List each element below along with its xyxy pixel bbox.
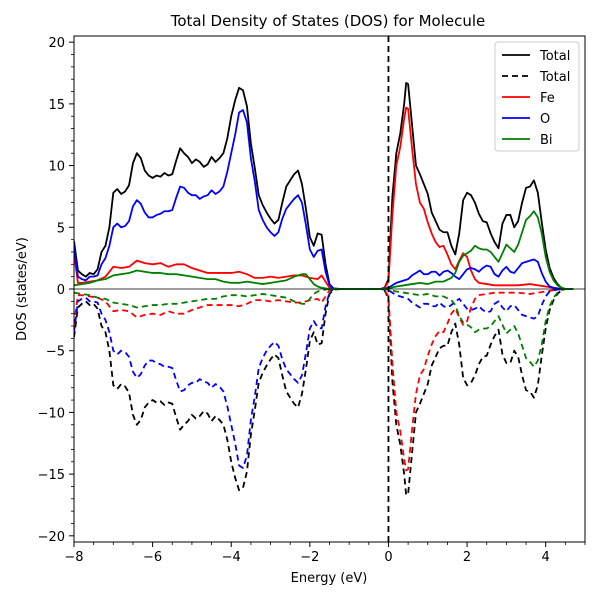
series-layer: [74, 82, 574, 496]
series-line-0: [74, 82, 574, 290]
x-tick-label: −2: [300, 550, 319, 565]
legend-label-0: Total: [539, 49, 570, 64]
legend-label-3: O: [540, 112, 550, 127]
legend-box: [494, 41, 580, 152]
series-line-5: [74, 288, 574, 469]
x-tick-label: −4: [222, 550, 241, 565]
series-line-1: [74, 288, 574, 496]
series-line-4: [74, 109, 574, 290]
y-tick-label: 20: [48, 36, 65, 51]
legend-label-4: Bi: [540, 133, 553, 148]
legend: Total Total Fe O Bi: [494, 41, 580, 152]
y-tick-label: 15: [48, 98, 65, 113]
y-axis-label: DOS (states/eV): [15, 237, 30, 341]
y-tick-label: 5: [57, 221, 65, 236]
x-tick-label: 2: [463, 550, 471, 565]
y-axis-ticks: −20 −15 −10 −5 0 5 10 15 20: [38, 36, 74, 545]
y-tick-label: −20: [38, 530, 65, 545]
series-line-7: [74, 288, 574, 368]
legend-label-1: Total: [539, 70, 570, 85]
y-tick-label: 10: [48, 160, 65, 175]
x-tick-label: 4: [542, 550, 550, 565]
x-tick-label: 0: [384, 550, 392, 565]
y-tick-label: −5: [46, 345, 65, 360]
reference-lines: [74, 36, 585, 542]
x-tick-label: −8: [64, 550, 83, 565]
x-axis-ticks: −8 −6 −4 −2 0 2 4: [64, 542, 586, 565]
legend-label-2: Fe: [540, 91, 555, 106]
y-tick-label: 0: [57, 283, 65, 298]
y-tick-label: −10: [38, 406, 65, 421]
x-axis-label: Energy (eV): [291, 571, 368, 586]
series-line-6: [74, 210, 574, 290]
y-tick-label: −15: [38, 468, 65, 483]
x-tick-label: −6: [143, 550, 162, 565]
chart-title: Total Density of States (DOS) for Molecu…: [170, 12, 486, 30]
